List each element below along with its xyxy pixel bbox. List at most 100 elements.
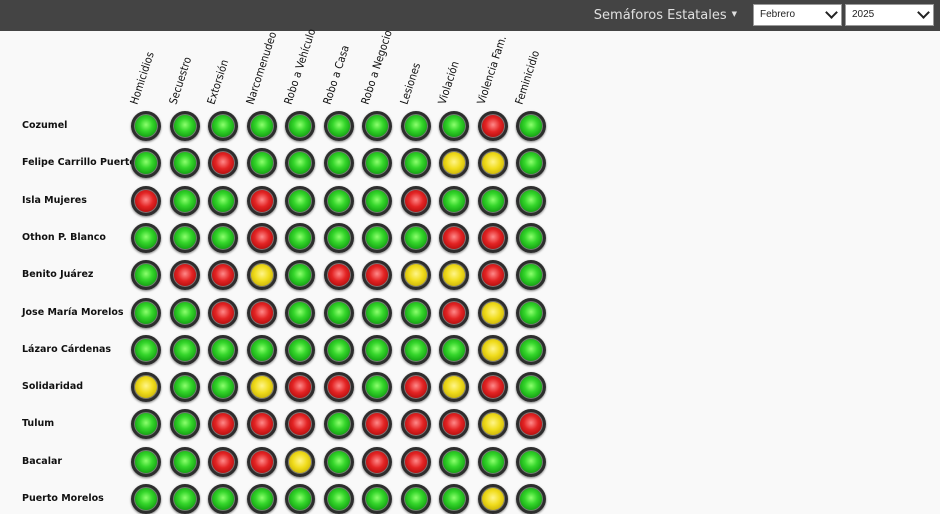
traffic-light-yellow[interactable]: [477, 484, 508, 514]
traffic-light-green[interactable]: [323, 111, 354, 141]
traffic-light-green[interactable]: [169, 185, 200, 216]
traffic-light-yellow[interactable]: [477, 297, 508, 328]
traffic-light-green[interactable]: [208, 372, 238, 403]
traffic-light-yellow[interactable]: [477, 148, 508, 179]
traffic-light-green[interactable]: [131, 446, 161, 477]
traffic-light-green[interactable]: [169, 297, 200, 328]
traffic-light-red[interactable]: [439, 297, 469, 328]
traffic-light-red[interactable]: [400, 185, 431, 216]
traffic-light-green[interactable]: [131, 111, 161, 141]
traffic-light-green[interactable]: [285, 111, 315, 141]
semaforos-menu[interactable]: Semáforos Estatales ▼: [594, 8, 737, 23]
traffic-light-green[interactable]: [400, 484, 431, 514]
traffic-light-red[interactable]: [362, 260, 392, 291]
traffic-light-green[interactable]: [169, 222, 200, 253]
traffic-light-green[interactable]: [323, 334, 354, 365]
traffic-light-red[interactable]: [246, 409, 277, 440]
traffic-light-green[interactable]: [246, 334, 277, 365]
traffic-light-green[interactable]: [516, 297, 546, 328]
traffic-light-yellow[interactable]: [439, 372, 469, 403]
traffic-light-green[interactable]: [400, 222, 431, 253]
traffic-light-green[interactable]: [439, 111, 469, 141]
traffic-light-green[interactable]: [131, 334, 161, 365]
traffic-light-green[interactable]: [323, 148, 354, 179]
traffic-light-red[interactable]: [477, 260, 508, 291]
traffic-light-green[interactable]: [169, 409, 200, 440]
traffic-light-green[interactable]: [439, 484, 469, 514]
traffic-light-green[interactable]: [285, 334, 315, 365]
traffic-light-red[interactable]: [400, 372, 431, 403]
traffic-light-red[interactable]: [477, 372, 508, 403]
traffic-light-yellow[interactable]: [285, 446, 315, 477]
traffic-light-green[interactable]: [131, 148, 161, 179]
traffic-light-green[interactable]: [516, 334, 546, 365]
traffic-light-green[interactable]: [131, 222, 161, 253]
traffic-light-green[interactable]: [208, 334, 238, 365]
traffic-light-green[interactable]: [516, 484, 546, 514]
traffic-light-green[interactable]: [477, 446, 508, 477]
traffic-light-yellow[interactable]: [439, 260, 469, 291]
traffic-light-yellow[interactable]: [131, 372, 161, 403]
traffic-light-red[interactable]: [516, 409, 546, 440]
traffic-light-green[interactable]: [323, 409, 354, 440]
traffic-light-green[interactable]: [362, 484, 392, 514]
traffic-light-green[interactable]: [516, 111, 546, 141]
traffic-light-red[interactable]: [208, 260, 238, 291]
traffic-light-yellow[interactable]: [246, 260, 277, 291]
traffic-light-yellow[interactable]: [477, 409, 508, 440]
traffic-light-red[interactable]: [246, 297, 277, 328]
traffic-light-red[interactable]: [246, 185, 277, 216]
traffic-light-yellow[interactable]: [400, 260, 431, 291]
traffic-light-red[interactable]: [131, 185, 161, 216]
traffic-light-green[interactable]: [285, 148, 315, 179]
traffic-light-green[interactable]: [169, 484, 200, 514]
traffic-light-red[interactable]: [285, 372, 315, 403]
traffic-light-red[interactable]: [400, 409, 431, 440]
traffic-light-red[interactable]: [246, 222, 277, 253]
traffic-light-green[interactable]: [246, 148, 277, 179]
traffic-light-green[interactable]: [246, 484, 277, 514]
traffic-light-green[interactable]: [169, 111, 200, 141]
traffic-light-green[interactable]: [285, 185, 315, 216]
traffic-light-green[interactable]: [439, 334, 469, 365]
traffic-light-green[interactable]: [323, 484, 354, 514]
traffic-light-yellow[interactable]: [246, 372, 277, 403]
traffic-light-red[interactable]: [246, 446, 277, 477]
traffic-light-green[interactable]: [400, 148, 431, 179]
traffic-light-red[interactable]: [362, 409, 392, 440]
traffic-light-green[interactable]: [362, 111, 392, 141]
month-select[interactable]: Febrero: [753, 4, 842, 26]
traffic-light-green[interactable]: [323, 446, 354, 477]
traffic-light-green[interactable]: [208, 484, 238, 514]
traffic-light-red[interactable]: [362, 446, 392, 477]
traffic-light-red[interactable]: [477, 222, 508, 253]
year-select[interactable]: 2025: [845, 4, 934, 26]
traffic-light-green[interactable]: [285, 484, 315, 514]
traffic-light-red[interactable]: [439, 409, 469, 440]
traffic-light-red[interactable]: [439, 222, 469, 253]
traffic-light-red[interactable]: [477, 111, 508, 141]
traffic-light-red[interactable]: [323, 260, 354, 291]
traffic-light-green[interactable]: [131, 297, 161, 328]
traffic-light-green[interactable]: [323, 185, 354, 216]
traffic-light-red[interactable]: [208, 297, 238, 328]
traffic-light-green[interactable]: [516, 185, 546, 216]
traffic-light-green[interactable]: [285, 260, 315, 291]
traffic-light-green[interactable]: [516, 372, 546, 403]
traffic-light-green[interactable]: [400, 297, 431, 328]
traffic-light-red[interactable]: [208, 148, 238, 179]
traffic-light-green[interactable]: [362, 297, 392, 328]
traffic-light-green[interactable]: [362, 334, 392, 365]
traffic-light-green[interactable]: [362, 222, 392, 253]
traffic-light-red[interactable]: [208, 446, 238, 477]
traffic-light-green[interactable]: [285, 222, 315, 253]
traffic-light-green[interactable]: [323, 222, 354, 253]
traffic-light-yellow[interactable]: [477, 334, 508, 365]
traffic-light-red[interactable]: [323, 372, 354, 403]
traffic-light-green[interactable]: [169, 334, 200, 365]
traffic-light-green[interactable]: [516, 260, 546, 291]
traffic-light-green[interactable]: [516, 148, 546, 179]
traffic-light-green[interactable]: [362, 185, 392, 216]
traffic-light-green[interactable]: [246, 111, 277, 141]
traffic-light-green[interactable]: [131, 260, 161, 291]
